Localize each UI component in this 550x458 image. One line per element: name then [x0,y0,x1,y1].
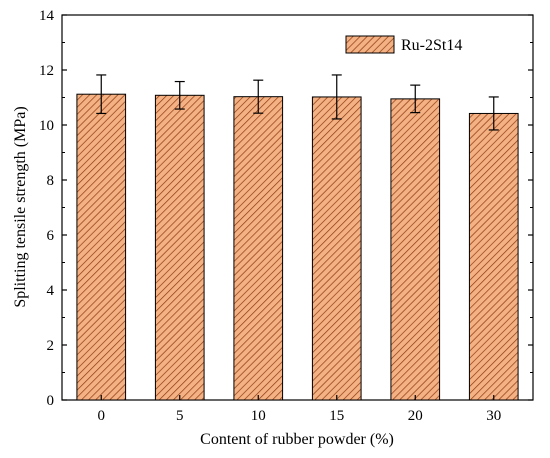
y-tick-label: 10 [39,118,54,134]
y-tick-label: 2 [47,338,55,354]
x-axis-title: Content of rubber powder (%) [200,431,394,448]
bar [390,98,441,401]
plot-area [61,14,534,401]
error-bars-group [96,74,499,131]
legend-swatch [345,35,395,54]
legend: Ru-2St14 [345,35,462,54]
x-tick-label: 0 [98,408,106,424]
x-tick-label: 10 [251,408,266,424]
x-tick-label: 20 [408,408,423,424]
x-tick-label: 30 [486,408,501,424]
bar [311,96,362,401]
y-tick-label: 14 [39,8,55,24]
x-tick-label: 5 [176,408,184,424]
bar [233,96,284,401]
y-axis-title: Splitting tensile strength (MPa) [12,106,29,307]
x-axis-ticks: 0 5 10 15 20 30 [98,395,501,424]
x-tick-label: 15 [329,408,344,424]
legend-label: Ru-2St14 [401,37,462,54]
y-tick-label: 0 [47,393,55,409]
bar [468,112,519,401]
y-tick-label: 12 [39,63,54,79]
y-axis-ticks: 0 2 4 6 8 10 12 14 [39,8,533,409]
bar [154,94,205,401]
bar [76,93,127,401]
y-tick-label: 4 [47,283,55,299]
bars-group [76,93,519,401]
y-tick-label: 6 [47,228,55,244]
y-tick-label: 8 [47,173,55,189]
